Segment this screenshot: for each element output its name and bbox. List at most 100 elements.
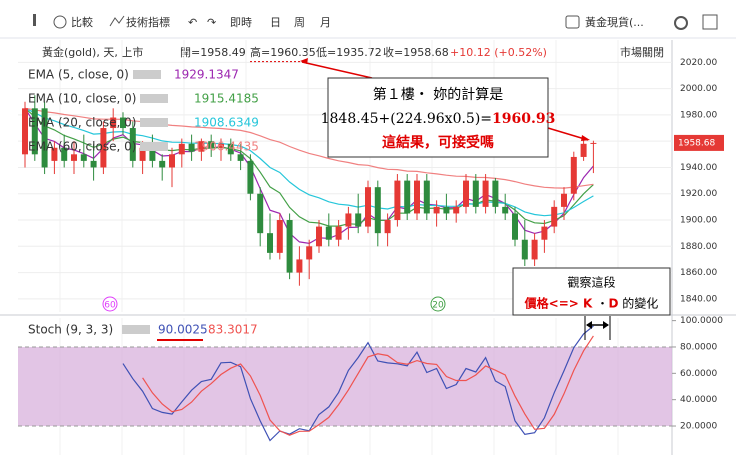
symbol-info: 黃金(gold), 天, 上市: [42, 45, 143, 59]
candle-body: [384, 220, 391, 234]
icon: [53, 15, 67, 29]
candle-body: [316, 226, 322, 247]
candle-body: [286, 220, 293, 273]
candle-body: [51, 147, 58, 161]
annotation-segment: 這結果，可接受嗎: [382, 134, 494, 151]
stoch-k-value: 90.0025: [158, 323, 208, 337]
redo-button[interactable]: ↷: [207, 16, 216, 29]
candle-body: [120, 117, 126, 129]
annotation-text: 1848.45+(224.96x0.5)=1960.93: [321, 111, 556, 127]
candle-body: [61, 147, 68, 161]
candle-body: [257, 193, 264, 234]
indicators-button[interactable]: 技術指標: [126, 15, 170, 29]
candle-body: [80, 154, 87, 161]
candle-body: [492, 180, 499, 207]
candle-body: [22, 108, 28, 155]
ema-legend-value: 1929.1347: [174, 68, 239, 82]
stoch-d-value: 83.3017: [208, 323, 258, 337]
candle-body: [178, 143, 185, 155]
ema-line: [24, 107, 594, 227]
candle-body: [345, 213, 352, 227]
change: +10.12 (+0.52%): [450, 46, 547, 59]
candle-body: [551, 206, 558, 227]
candle-body: [570, 156, 577, 194]
annotation-segment: 1960.93: [492, 111, 555, 127]
candle-body: [139, 147, 146, 161]
settings-button[interactable]: [674, 16, 688, 30]
arrowhead: [300, 58, 308, 64]
day-button[interactable]: 日: [270, 16, 281, 29]
candle-body: [237, 154, 244, 161]
candle-body: [169, 154, 175, 168]
candle-body: [90, 160, 97, 168]
candle-body: [31, 108, 38, 155]
candle-body: [561, 193, 567, 207]
fullscreen-button[interactable]: [702, 14, 718, 30]
y-tick-label: 1940.00: [680, 163, 717, 173]
candle-body: [335, 226, 342, 240]
candle-body: [365, 187, 371, 227]
candle-body: [198, 141, 205, 152]
legend-icons: [133, 70, 161, 79]
candle-body: [159, 160, 166, 168]
ohlc-low: 低=1935.72: [316, 46, 382, 59]
legend-icons: [140, 142, 168, 151]
icon: [565, 15, 580, 29]
ema-line: [24, 107, 594, 189]
icon: [109, 15, 125, 27]
y-tick-label: 2000.00: [680, 84, 717, 94]
ema-legend-value: 1908.6349: [194, 116, 259, 130]
arrowhead: [581, 135, 590, 141]
market-status: 市場關閉: [620, 45, 664, 59]
candle-body: [453, 206, 460, 214]
annotation-segment: 的變化: [618, 295, 658, 310]
candle-body: [110, 117, 117, 129]
candle-body: [276, 220, 283, 253]
annotation-text: 觀察這段: [567, 274, 615, 289]
candle-body: [433, 206, 440, 214]
candle-body: [463, 180, 469, 207]
ema-legend-name: EMA (5, close, 0): [28, 68, 129, 82]
y-tick-label: 100.0000: [680, 316, 723, 326]
candle-body: [218, 143, 224, 148]
month-button[interactable]: 月: [320, 16, 331, 29]
marker-label: 20: [432, 301, 444, 311]
y-tick-label: 1860.00: [680, 268, 717, 278]
y-tick-label: 60.0000: [680, 369, 717, 379]
candle-body: [531, 239, 538, 260]
icon: [33, 14, 36, 26]
candle-body: [306, 246, 313, 260]
ema-legend-value: 1915.4185: [194, 92, 259, 106]
week-button[interactable]: 周: [294, 16, 305, 29]
undo-button[interactable]: ↶: [188, 16, 197, 29]
arrow: [301, 61, 373, 79]
y-tick-label: 1980.00: [680, 110, 717, 120]
candle-body: [355, 213, 362, 227]
annotation-segment: ・: [597, 296, 609, 310]
candle-body: [394, 180, 401, 221]
candle-body: [100, 128, 107, 168]
symbol-button[interactable]: 黃金現貨(...: [585, 15, 644, 29]
ema-line: [24, 107, 594, 217]
y-tick-label: 20.0000: [680, 422, 717, 432]
candle-body: [512, 213, 518, 240]
compare-button[interactable]: 比較: [71, 15, 93, 29]
arrow: [547, 127, 589, 141]
annotation-segment: 1848.45+(224.96x0.5)=: [321, 111, 492, 127]
candle-body: [590, 142, 597, 144]
annotation-segment: 觀察這段: [567, 274, 615, 289]
y-tick-label: 1900.00: [680, 216, 717, 226]
ohlc-open: 開=1958.49: [180, 46, 246, 59]
y-tick-label: 1880.00: [680, 242, 717, 252]
ema-legend-value: 1906.4435: [194, 140, 259, 154]
candle-body: [423, 180, 430, 214]
y-tick-label: 1920.00: [680, 189, 717, 199]
candle-body: [414, 180, 420, 214]
realtime-button[interactable]: 即時: [230, 16, 252, 29]
toolbar: 比較 技術指標 ↶ ↷ 即時 日 周 月 黃金現貨(...: [0, 14, 736, 39]
candle-body: [521, 239, 528, 260]
arrowhead: [586, 321, 609, 329]
candle-body: [188, 143, 195, 152]
marker-circle: [430, 296, 446, 312]
